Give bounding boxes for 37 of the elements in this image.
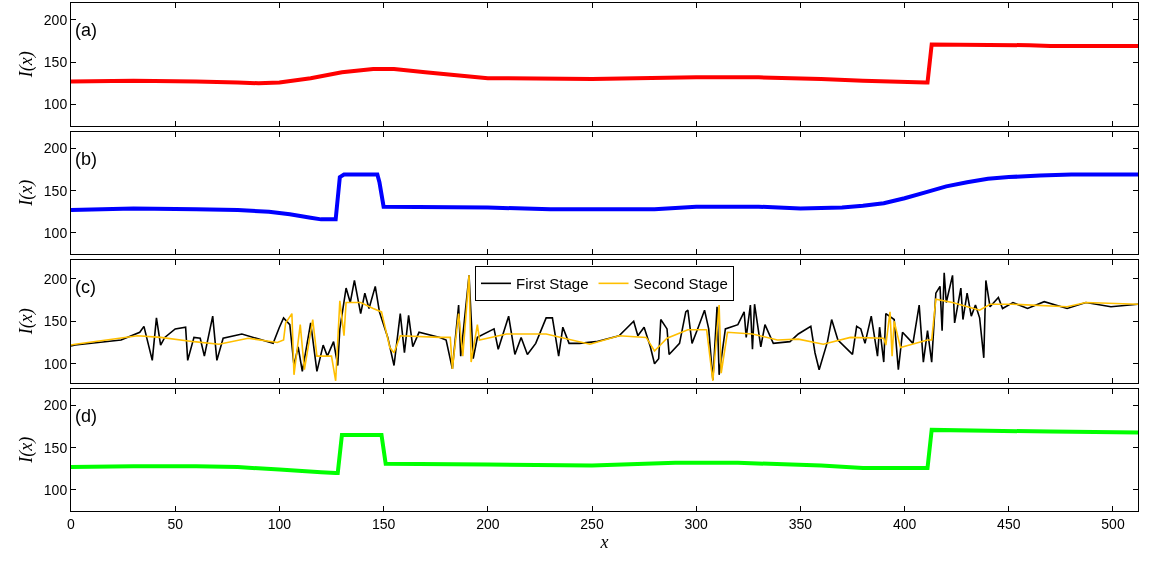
- x-tick-label: 50: [167, 515, 184, 532]
- y-tick-label: 200: [43, 397, 68, 414]
- y-tick-label: 150: [43, 313, 68, 330]
- x-axis-title: x: [599, 531, 609, 552]
- y-tick-label: 150: [43, 439, 68, 456]
- annotation: (c): [75, 277, 96, 297]
- x-tick-label: 0: [67, 515, 76, 532]
- y-tick-label: 200: [43, 140, 68, 157]
- y-tick-label: 100: [43, 224, 68, 241]
- annotation: (d): [75, 406, 97, 426]
- y-tick-label: 200: [43, 270, 68, 287]
- y-tick-label: 100: [43, 355, 68, 372]
- legend-label: First Stage: [516, 275, 589, 293]
- line-series: [71, 172, 1138, 222]
- x-tick-label: 150: [371, 515, 396, 532]
- y-axis-title: I(x): [16, 51, 38, 79]
- x-tick-label: 200: [476, 515, 500, 532]
- annotation: (b): [75, 149, 97, 169]
- x-tick-label: 450: [997, 515, 1021, 532]
- y-tick-label: 100: [43, 481, 68, 498]
- x-tick-label: 350: [788, 515, 813, 532]
- x-tick-label: 500: [1101, 515, 1125, 532]
- x-tick-label: 250: [580, 515, 604, 532]
- y-tick-label: 200: [43, 11, 68, 28]
- legend-label: Second Stage: [633, 275, 728, 293]
- x-tick-label: 400: [892, 515, 917, 532]
- x-tick-label: 100: [267, 515, 292, 532]
- y-tick-label: 150: [43, 54, 68, 71]
- line-series: [71, 427, 1138, 475]
- y-axis-title: I(x): [16, 436, 38, 464]
- y-axis-title: I(x): [16, 179, 38, 207]
- y-tick-label: 150: [43, 182, 68, 199]
- y-axis-title: I(x): [16, 308, 38, 336]
- y-tick-label: 100: [43, 96, 68, 113]
- line-series: [71, 42, 1138, 86]
- x-tick-label: 300: [684, 515, 709, 532]
- annotation: (a): [75, 20, 97, 40]
